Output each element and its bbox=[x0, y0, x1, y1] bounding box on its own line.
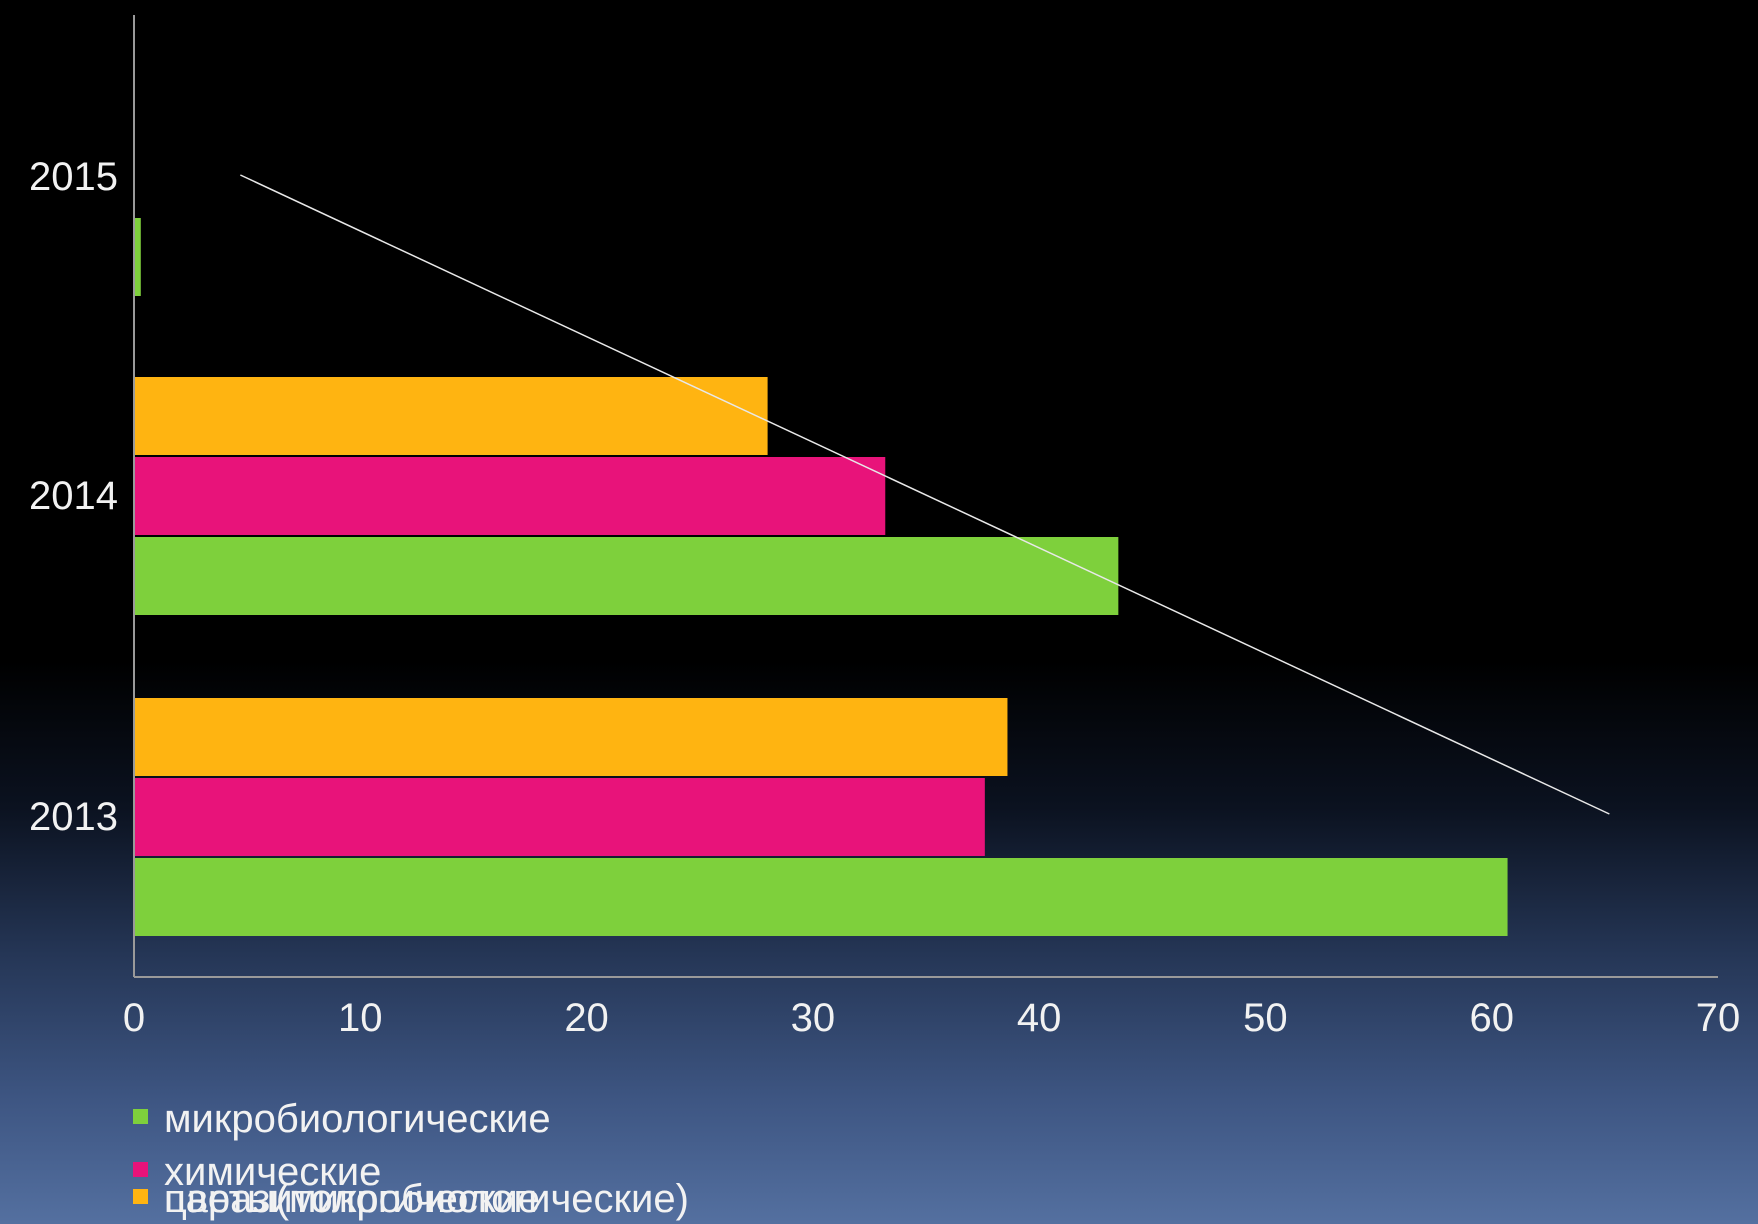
legend-swatch bbox=[133, 1189, 148, 1204]
bar-2015-1 bbox=[134, 218, 141, 296]
trend-line bbox=[240, 174, 1610, 815]
bar-2014-3 bbox=[134, 377, 768, 455]
x-tick-label: 50 bbox=[1243, 996, 1288, 1040]
legend: микробиологические химическиепаразитологи… bbox=[133, 1097, 689, 1221]
x-tick-label: 10 bbox=[338, 996, 383, 1040]
x-tick-label: 20 bbox=[564, 996, 609, 1040]
bar-group bbox=[134, 218, 1508, 936]
x-tick-label: 30 bbox=[791, 996, 836, 1040]
legend-swatch bbox=[133, 1162, 148, 1177]
legend-label: химические bbox=[164, 1150, 381, 1194]
bar-2014-1 bbox=[134, 537, 1119, 615]
bar-2013-1 bbox=[134, 858, 1508, 936]
x-tick-labels: 0 10 20 30 40 50 60 70 bbox=[123, 996, 1740, 1040]
legend-label: микробиологические bbox=[164, 1097, 551, 1141]
x-tick-label: 70 bbox=[1696, 996, 1741, 1040]
bar-2013-2 bbox=[134, 778, 985, 856]
legend-label-overlap: цветы(микробиологические) bbox=[164, 1177, 689, 1221]
bar-2013-3 bbox=[134, 698, 1008, 776]
y-tick-label: 2015 bbox=[29, 155, 118, 199]
x-tick-label: 40 bbox=[1017, 996, 1062, 1040]
bar-2014-2 bbox=[134, 457, 886, 535]
x-tick-label: 60 bbox=[1469, 996, 1514, 1040]
legend-label: паразитологические bbox=[164, 1177, 540, 1221]
x-tick-label: 0 bbox=[123, 996, 145, 1040]
y-tick-label: 2014 bbox=[29, 474, 118, 518]
y-tick-labels: 2013 2014 2015 bbox=[29, 155, 118, 839]
y-tick-label: 2013 bbox=[29, 795, 118, 839]
legend-swatch bbox=[133, 1109, 148, 1124]
